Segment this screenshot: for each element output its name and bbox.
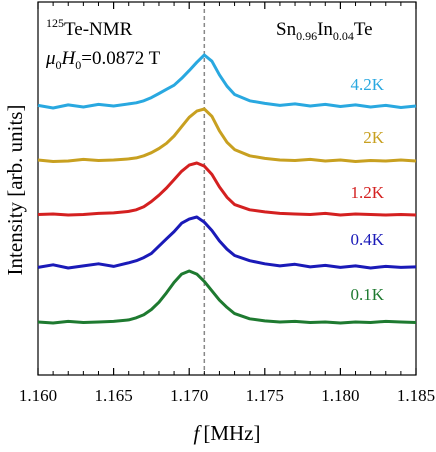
series-line-1-2k (37, 161, 417, 217)
field-mu-subscript: 0 (56, 58, 62, 72)
x-axis-label: f [MHz] (194, 421, 261, 445)
series-label-4-2k: 4.2K (350, 75, 384, 94)
x-axis-label-var: f (194, 421, 203, 445)
field-h-subscript: 0 (75, 58, 81, 72)
x-tick-label: 1.170 (170, 386, 208, 405)
nucleus-label: Te-NMR (64, 19, 133, 40)
series-label-1-2k: 1.2K (350, 183, 384, 202)
series-labels-group: 4.2K 2K 1.2K 0.4K 0.1K (350, 75, 384, 304)
series-label-2k: 2K (363, 128, 385, 147)
x-axis-label-unit: [MHz] (203, 421, 260, 445)
field-h: H (61, 48, 77, 69)
series-label-0-4k: 0.4K (350, 230, 384, 249)
nucleus-superscript: 125 (46, 16, 64, 30)
series-label-0-1k: 0.1K (350, 285, 384, 304)
x-tick-label: 1.180 (321, 386, 359, 405)
y-axis-label: Intensity [arb. units] (3, 105, 27, 276)
x-tick-label: 1.185 (397, 386, 435, 405)
sample-annotation: Sn0.96In0.04Te (276, 19, 373, 43)
x-ticks-group: 1.160 1.165 1.170 1.175 1.180 1.185 (19, 2, 435, 405)
sample-te: Te (354, 19, 373, 40)
field-mu: μ (45, 48, 56, 69)
series-line-2k (37, 107, 417, 163)
series-line-0-1k (37, 269, 417, 325)
series-group (37, 53, 417, 325)
plot-frame (37, 1, 417, 376)
sample-sn: Sn (276, 19, 297, 40)
series-line-0-4k (37, 215, 417, 270)
field-value: =0.0872 T (81, 48, 160, 69)
x-tick-label: 1.165 (94, 386, 132, 405)
x-tick-label: 1.175 (246, 386, 284, 405)
nucleus-annotation: 125Te-NMR (46, 16, 133, 40)
field-annotation: μ0H0=0.0872 T (45, 48, 161, 72)
sample-in: In (317, 19, 333, 40)
sample-sn-subscript: 0.96 (296, 29, 317, 43)
series-line-4-2k (37, 53, 417, 110)
x-tick-label: 1.160 (19, 386, 57, 405)
sample-in-subscript: 0.04 (333, 29, 354, 43)
